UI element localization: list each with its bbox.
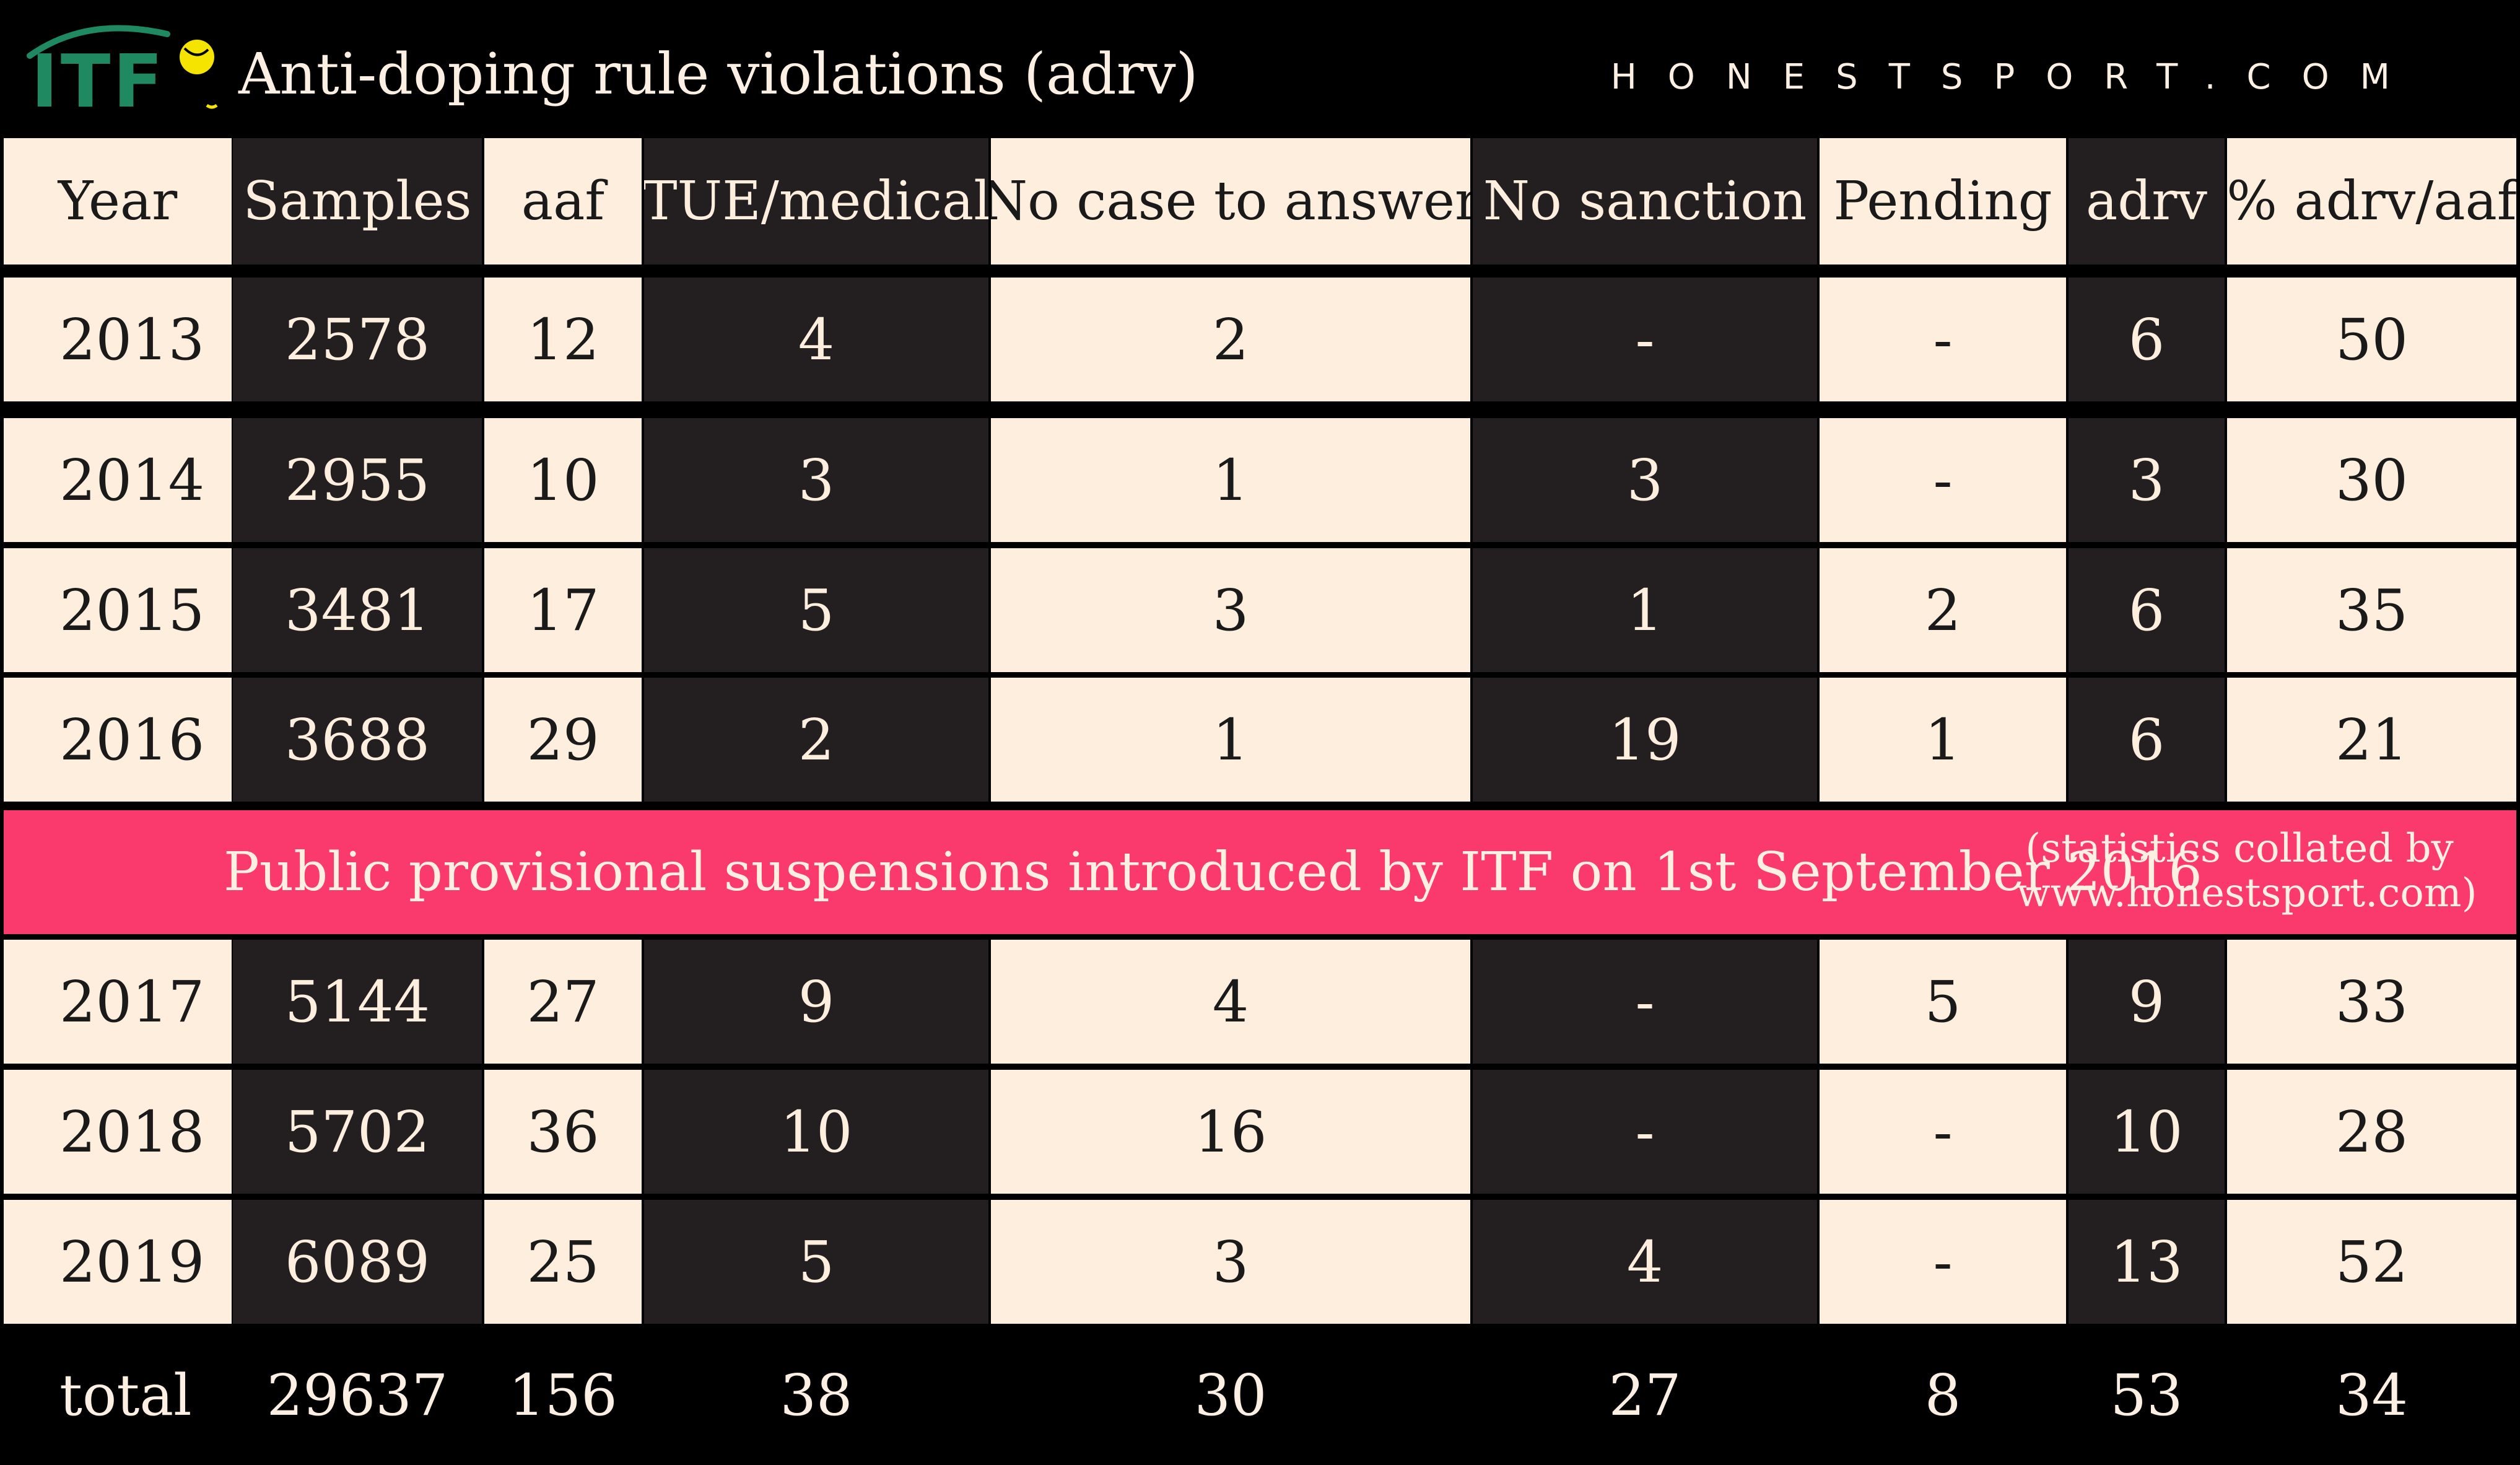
table-cell: 6 — [2069, 278, 2225, 401]
notice-note: (statistics collated by www.honestsport.… — [2016, 826, 2477, 916]
column-header-samples: Samples — [233, 138, 482, 265]
table-cell: 10 — [2069, 1070, 2225, 1194]
table-cell: 6 — [2069, 678, 2225, 802]
table-cell: 5 — [1820, 940, 2066, 1064]
table-cell: - — [1820, 1070, 2066, 1194]
table-cell: 28 — [2227, 1070, 2516, 1194]
table-cell: 3 — [2069, 418, 2225, 542]
page-title: Anti-doping rule violations (adrv) — [238, 41, 1198, 107]
column-header-no-sanction: No sanction — [1473, 138, 1817, 265]
table-cell: 2 — [644, 678, 988, 802]
table-cell: 6089 — [233, 1200, 482, 1324]
table-cell: 21 — [2227, 678, 2516, 802]
table-cell: 25 — [484, 1200, 642, 1324]
total-cell: 27 — [1608, 1362, 1681, 1428]
total-cell: 8 — [1924, 1362, 1961, 1428]
table-cell: - — [1473, 940, 1817, 1064]
table-cell: 12 — [484, 278, 642, 401]
table-cell: 35 — [2227, 548, 2516, 672]
table-cell: 5 — [644, 548, 988, 672]
table-cell: 1 — [991, 418, 1470, 542]
total-cell: 53 — [2110, 1362, 2183, 1428]
table-cell: 2014 — [4, 418, 232, 542]
column-header-no-case-to-answer: No case to answer — [991, 138, 1470, 265]
table-cell: 9 — [2069, 940, 2225, 1064]
table-cell: 3 — [644, 418, 988, 542]
total-cell: 156 — [508, 1362, 617, 1428]
table-cell: 2016 — [4, 678, 232, 802]
table-cell: 1 — [991, 678, 1470, 802]
table-cell: 13 — [2069, 1200, 2225, 1324]
table-cell: 3 — [991, 1200, 1470, 1324]
total-label: total — [59, 1362, 192, 1428]
table-cell: 10 — [484, 418, 642, 542]
table-cell: 3688 — [233, 678, 482, 802]
table-cell: 2578 — [233, 278, 482, 401]
table-cell: 5702 — [233, 1070, 482, 1194]
table-cell: 30 — [2227, 418, 2516, 542]
table-cell: - — [1473, 1070, 1817, 1194]
table-cell: 4 — [644, 278, 988, 401]
table-cell: 3481 — [233, 548, 482, 672]
table-cell: 10 — [644, 1070, 988, 1194]
table-cell: - — [1473, 278, 1817, 401]
table-cell: 1 — [1473, 548, 1817, 672]
table-cell: - — [1820, 1200, 2066, 1324]
column-header-aaf: aaf — [484, 138, 642, 265]
table-cell: - — [1820, 418, 2066, 542]
table-cell: 33 — [2227, 940, 2516, 1064]
table-cell: 36 — [484, 1070, 642, 1194]
table-cell: 17 — [484, 548, 642, 672]
table-cell: 2017 — [4, 940, 232, 1064]
table-cell: 2 — [991, 278, 1470, 401]
table-cell: 16 — [991, 1070, 1470, 1194]
table-cell: 4 — [991, 940, 1470, 1064]
site-name: HONESTSPORT.COM — [1610, 57, 2421, 97]
table-cell: 9 — [644, 940, 988, 1064]
total-cell: 38 — [780, 1362, 853, 1428]
column-header-adrv-aaf: % adrv/aaf — [2227, 138, 2516, 265]
table-cell: 50 — [2227, 278, 2516, 401]
total-cell: 30 — [1194, 1362, 1267, 1428]
table-cell: 3 — [991, 548, 1470, 672]
column-header-pending: Pending — [1820, 138, 2066, 265]
itf-logo: ITF — [27, 25, 218, 118]
notice-text: Public provisional suspensions introduce… — [224, 841, 2202, 903]
notice-banner: Public provisional suspensions introduce… — [4, 810, 2516, 934]
table-cell: 19 — [1473, 678, 1817, 802]
table-cell: 1 — [1820, 678, 2066, 802]
table-cell: 29 — [484, 678, 642, 802]
table-cell: 5144 — [233, 940, 482, 1064]
total-cell: 29637 — [266, 1362, 448, 1428]
svg-text:ITF: ITF — [31, 38, 165, 118]
column-header-year: Year — [4, 138, 232, 265]
table-cell: 27 — [484, 940, 642, 1064]
table-cell: 2955 — [233, 418, 482, 542]
header-bar: ITF Anti-doping rule violations (adrv) H… — [0, 0, 2520, 130]
table-cell: 3 — [1473, 418, 1817, 542]
table-cell: 2019 — [4, 1200, 232, 1324]
table-cell: 4 — [1473, 1200, 1817, 1324]
table-cell: 5 — [644, 1200, 988, 1324]
column-header-tue-medical: TUE/medical — [644, 138, 988, 265]
table-cell: 2018 — [4, 1070, 232, 1194]
table-cell: 2013 — [4, 278, 232, 401]
total-cell: 34 — [2335, 1362, 2409, 1428]
table-cell: 52 — [2227, 1200, 2516, 1324]
table-cell: - — [1820, 278, 2066, 401]
table-cell: 2 — [1820, 548, 2066, 672]
table-cell: 6 — [2069, 548, 2225, 672]
column-header-adrv: adrv — [2069, 138, 2225, 265]
table-cell: 2015 — [4, 548, 232, 672]
